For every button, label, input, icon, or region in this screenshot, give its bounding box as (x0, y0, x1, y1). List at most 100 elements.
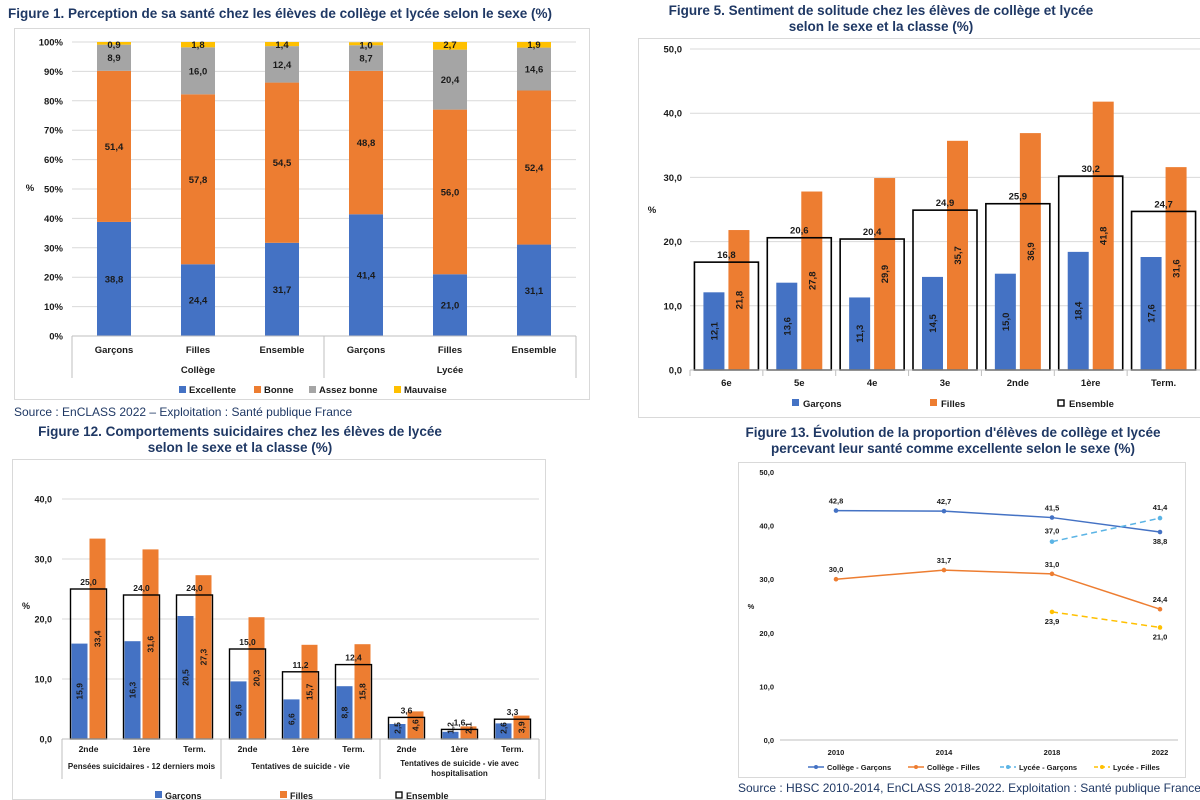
fig5-bar-filles (728, 230, 750, 370)
fig12-data-label-filles: 15,8 (358, 683, 368, 700)
fig13-title-line2: percevant leur santé comme excellente se… (771, 441, 1135, 456)
fig5-title-line1: Figure 5. Sentiment de solitude chez les… (668, 3, 1094, 18)
fig1-category-label: Garçons (95, 345, 134, 356)
fig13-ytick: 40,0 (759, 522, 774, 531)
fig5-data-label-garcons: 11,3 (855, 325, 866, 343)
fig1-data-label: 48,8 (357, 138, 376, 149)
fig13-data-label: 41,4 (1153, 503, 1168, 512)
fig12-bar-garcons (442, 731, 459, 739)
fig1-data-label: 31,7 (273, 285, 292, 296)
fig1-bar-segment (517, 90, 551, 245)
fig12-chart: 0,0 10,0 20,0 30,0 40,0% 15,9 33,4 25,0 2nde 16,3… (12, 459, 546, 800)
fig12-data-label-garcons: 6,6 (287, 713, 297, 725)
fig13-point (1157, 529, 1163, 535)
fig5-ytick: 50,0 (664, 45, 683, 56)
fig13-ylabel: % (748, 602, 755, 611)
fig13-title: Figure 13. Évolution de la proportion d'… (720, 425, 1186, 457)
fig13-x-label: 2018 (1044, 748, 1061, 757)
fig1-bar-segment (433, 49, 467, 110)
fig1-bar-segment (265, 46, 299, 83)
fig1-legend-swatch (394, 386, 401, 393)
fig12-data-label-garcons: 20,5 (181, 669, 191, 686)
fig12-bar-filles (407, 711, 424, 739)
fig12-legend-label: Filles (290, 791, 313, 800)
fig12-data-label-filles: 15,7 (305, 683, 315, 700)
fig5-bar-garcons (922, 276, 943, 370)
fig5-bar-filles (801, 191, 823, 370)
fig12-legend-swatch (395, 791, 403, 799)
fig5-title: Figure 5. Sentiment de solitude chez les… (636, 3, 1126, 35)
fig1-group-label: Collège (181, 365, 215, 376)
fig1-bar-segment (517, 244, 551, 336)
fig5-data-label-ensemble: 20,4 (863, 227, 882, 238)
fig1-bar-segment (181, 94, 215, 265)
fig12-data-label-garcons: 16,3 (128, 682, 138, 699)
fig1-data-label: 20,4 (441, 75, 460, 86)
fig5-ytick: 40,0 (664, 109, 683, 120)
fig1-bar-segment (97, 44, 131, 71)
fig12-data-label-ensemble: 3,6 (401, 705, 413, 715)
fig5-title-line2: selon le sexe et la classe (%) (788, 19, 974, 34)
fig1-data-label: 8,7 (359, 54, 372, 65)
fig13-ytick: 20,0 (759, 629, 774, 638)
fig12-data-label-garcons: 8,8 (340, 706, 350, 718)
fig13-ytick: 0,0 (764, 736, 774, 745)
fig1-bar-segment (97, 42, 131, 45)
fig12-data-label-filles: 20,3 (252, 670, 262, 687)
fig12-category-label: Term. (183, 744, 206, 754)
fig12-category-label: 1ère (451, 744, 469, 754)
fig12-data-label-ensemble: 11,2 (292, 660, 308, 670)
fig1-data-label: 38,8 (105, 274, 124, 285)
fig12-category-label: Term. (501, 744, 524, 754)
fig1-title: Figure 1. Perception de sa santé chez le… (8, 6, 553, 21)
fig5-bar-filles (1092, 101, 1114, 371)
fig13-point (1049, 571, 1055, 577)
fig12-data-label-filles: 27,3 (199, 649, 209, 666)
fig13-legend-marker (1100, 765, 1104, 769)
fig13-legend-marker (1006, 765, 1010, 769)
fig12-data-label-garcons: 15,9 (75, 683, 85, 700)
fig5-data-label-garcons: 17,6 (1147, 304, 1158, 323)
fig12-group-label: Tentatives de suicide - vie avec hospital… (400, 759, 519, 778)
fig12-data-label-garcons: 9,6 (234, 704, 244, 716)
fig1-data-label: 57,8 (189, 175, 208, 186)
fig12-ytick: 40,0 (34, 495, 52, 505)
fig5-data-label-filles: 31,6 (1172, 259, 1183, 278)
fig1-data-label: 16,0 (189, 66, 208, 77)
fig1-legend-swatch (179, 386, 186, 393)
fig13-chart: 0,0 10,0 20,0 30,0 40,0 50,0% 2010 2014 2018 2022… (738, 462, 1186, 778)
fig5-data-label-garcons: 18,4 (1074, 301, 1085, 320)
fig1-bar-segment (517, 42, 551, 48)
fig5-data-label-filles: 41,8 (1099, 227, 1110, 246)
fig1-bar-segment (181, 47, 215, 95)
fig5-data-label-filles: 29,9 (880, 265, 891, 284)
fig5-data-label-garcons: 12,1 (709, 321, 720, 340)
fig13-ytick: 10,0 (759, 682, 774, 691)
fig5-ytick: 0,0 (669, 366, 682, 377)
fig5-data-label-garcons: 15,0 (1001, 313, 1012, 332)
fig1-data-label: 8,9 (107, 53, 120, 64)
fig5-data-label-garcons: 14,5 (928, 313, 939, 332)
fig13-legend-marker (914, 765, 918, 769)
fig5-ytick: 30,0 (664, 173, 683, 184)
fig1-ylabel: % (26, 183, 35, 194)
fig1-data-label: 31,1 (525, 286, 544, 297)
source-left: Source : EnCLASS 2022 – Exploitation : S… (14, 405, 353, 419)
fig12-ytick: 20,0 (34, 615, 52, 625)
fig1-bar-segment (181, 264, 215, 336)
fig13-panel: 0,0 10,0 20,0 30,0 40,0 50,0% 2010 2014 2018 2022… (738, 462, 1186, 778)
fig1-category-label: Filles (186, 345, 210, 356)
fig13-data-label: 41,5 (1045, 504, 1060, 513)
fig5-category-label: Term. (1151, 378, 1176, 389)
fig1-data-label: 2,7 (443, 40, 456, 51)
fig13-data-label: 42,8 (829, 497, 844, 506)
fig5-category-label: 5e (794, 378, 805, 389)
fig5-bar-garcons (776, 282, 798, 370)
fig1-ytick: 90% (44, 67, 64, 78)
fig5-bar-filles (1019, 133, 1041, 370)
fig1-bar-segment (349, 214, 383, 336)
fig13-point (833, 576, 839, 582)
fig12-title-line2: selon le sexe et la classe (%) (147, 440, 333, 455)
fig12-bar-garcons (71, 643, 88, 739)
fig13-data-label: 42,7 (937, 497, 952, 506)
